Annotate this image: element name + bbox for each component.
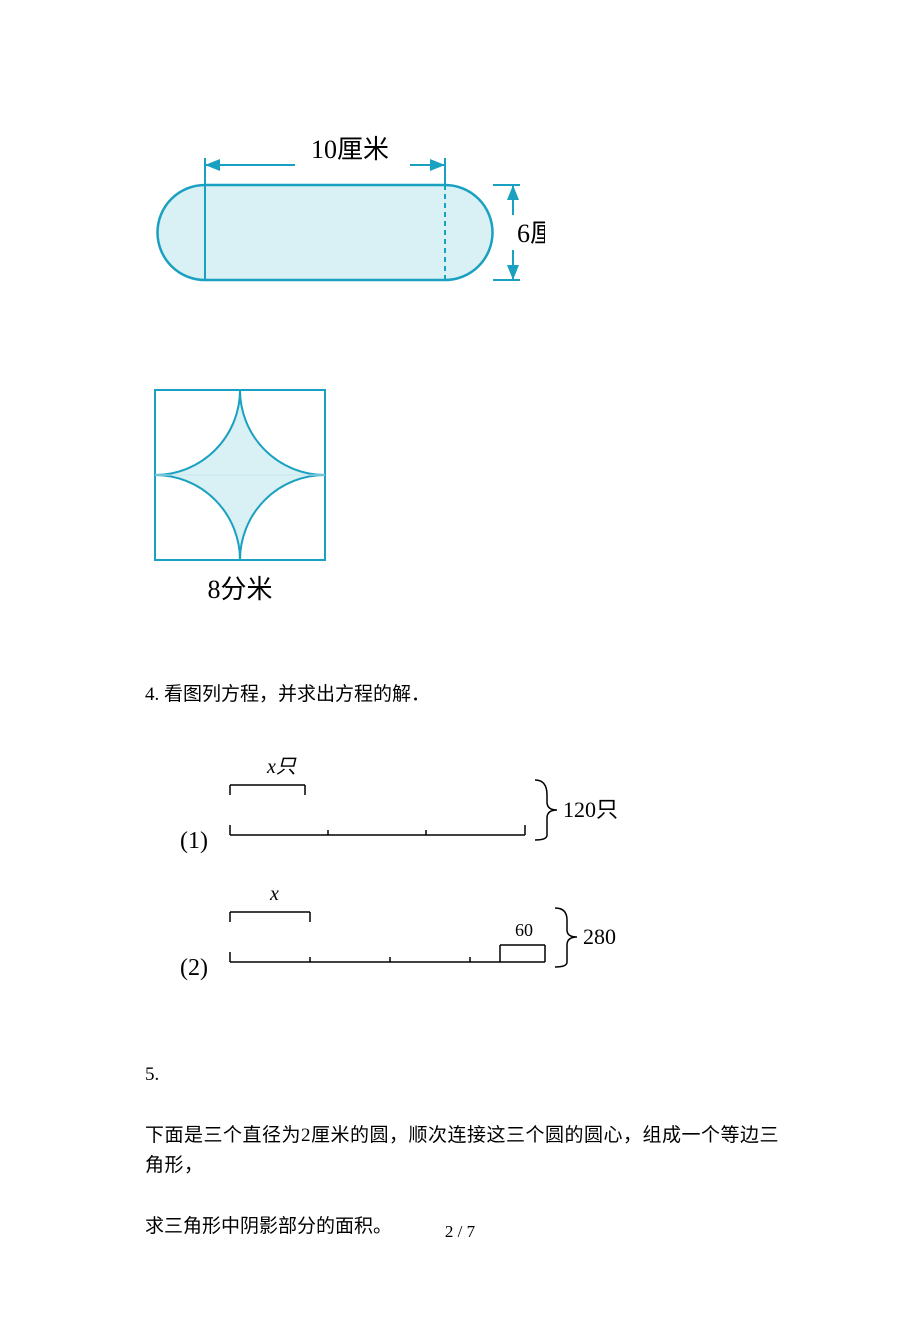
problem-5-number: 5. xyxy=(145,1064,159,1085)
figure-equations: (1) x只 120只 (2) x xyxy=(145,740,790,1000)
problem-5-line1: 下面是三个直径为2厘米的圆，顺次连接这三个圆的圆心，组成一个等边三角形， xyxy=(145,1121,790,1182)
figure-square-astroid: 8分米 xyxy=(145,380,790,620)
stadium-svg: 10厘米 6厘米 xyxy=(145,120,545,320)
astroid-svg: 8分米 xyxy=(145,380,345,620)
square-label: 8分米 xyxy=(207,575,272,604)
page-number: 2 / 7 xyxy=(0,1222,920,1242)
part1-var: x只 xyxy=(266,756,297,778)
part1-total: 120只 xyxy=(563,797,618,822)
part2-total: 280 xyxy=(583,924,616,949)
problem-4-statement: 看图列方程，并求出方程的解． xyxy=(164,684,430,705)
width-label: 10厘米 xyxy=(311,135,389,164)
part1-label: (1) xyxy=(180,828,208,854)
problem-4-text: 4. 看图列方程，并求出方程的解． xyxy=(145,680,790,710)
part2-label: (2) xyxy=(180,955,208,981)
figure-stadium: 10厘米 6厘米 xyxy=(145,120,790,320)
problem-5-number-line: 5. xyxy=(145,1060,790,1090)
part2-extra: 60 xyxy=(515,920,533,940)
equations-svg: (1) x只 120只 (2) x xyxy=(145,740,645,1000)
problem-4-number: 4. xyxy=(145,684,159,705)
height-label: 6厘米 xyxy=(517,219,545,248)
part2-var: x xyxy=(269,883,279,905)
